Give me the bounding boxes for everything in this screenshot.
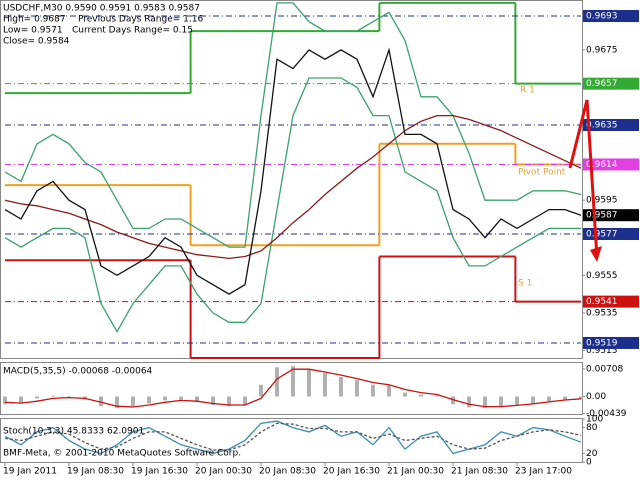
macd-bar bbox=[403, 392, 407, 397]
macd-bar bbox=[323, 373, 327, 397]
macd-bar bbox=[211, 396, 215, 406]
price-label-box bbox=[583, 77, 639, 90]
x-tick-label: 20 Jan 08:30 bbox=[259, 467, 316, 477]
macd-bar bbox=[99, 396, 103, 407]
macd-bar bbox=[451, 396, 455, 405]
y-tick-label: 0.9515 bbox=[586, 346, 618, 356]
macd-bar bbox=[275, 367, 279, 397]
macd-bar bbox=[163, 396, 167, 401]
price-label: 0.9614 bbox=[586, 160, 618, 170]
y-tick-label: 0.9595 bbox=[586, 196, 618, 206]
y-tick-label: 0.9555 bbox=[586, 271, 618, 281]
macd-bar bbox=[355, 380, 359, 397]
macd-bar bbox=[435, 395, 439, 397]
macd-bar bbox=[35, 396, 39, 399]
x-tick-label: 19 Jan 16:30 bbox=[131, 467, 188, 477]
series-line bbox=[4, 2, 582, 248]
price-label: 0.9635 bbox=[586, 121, 618, 131]
level-annotation: S 1 bbox=[518, 279, 532, 289]
main-frame bbox=[0, 0, 583, 359]
x-tick-label: 20 Jan 00:30 bbox=[195, 467, 252, 477]
macd-bar bbox=[115, 396, 119, 409]
macd-bar bbox=[131, 396, 135, 407]
macd-signal bbox=[4, 368, 582, 408]
macd-bar bbox=[531, 396, 535, 404]
price-label-box bbox=[583, 295, 639, 308]
y-tick-label: 0.00708 bbox=[586, 364, 623, 374]
copyright: BMF-Meta, © 2001-2010 MetaQuotes Softwar… bbox=[3, 449, 241, 459]
macd-bar bbox=[467, 396, 471, 408]
price-label-box bbox=[583, 209, 639, 222]
info-text: Close= 0.9584 bbox=[3, 37, 70, 47]
x-tick-label: 19 Jan 2011 bbox=[3, 467, 57, 477]
price-label-box bbox=[583, 119, 639, 132]
price-label-box bbox=[583, 10, 639, 23]
macd-bar bbox=[483, 396, 487, 409]
macd-frame bbox=[0, 362, 583, 415]
price-label: 0.9693 bbox=[586, 12, 618, 22]
y-tick-label: 0 bbox=[586, 458, 592, 468]
level-annotation: Pivot Point bbox=[518, 168, 566, 178]
macd-bar bbox=[371, 384, 375, 397]
macd-bar bbox=[243, 396, 247, 406]
price-label: 0.9577 bbox=[586, 229, 618, 239]
price-label: 0.9657 bbox=[586, 79, 618, 89]
macd-bar bbox=[419, 394, 423, 397]
series-line bbox=[4, 77, 581, 334]
x-tick-label: 20 Jan 16:30 bbox=[323, 467, 380, 477]
macd-bar bbox=[579, 396, 583, 400]
macd-bar bbox=[147, 396, 151, 404]
macd-bar bbox=[499, 396, 503, 407]
arrow bbox=[568, 99, 599, 259]
x-tick-label: 21 Jan 08:30 bbox=[451, 467, 508, 477]
macd-bar bbox=[259, 384, 263, 397]
macd-bar bbox=[227, 396, 231, 407]
macd-bar bbox=[563, 396, 567, 400]
macd-bar bbox=[195, 396, 199, 403]
info-text: Previous Days Range= 1.16 bbox=[78, 15, 203, 25]
macd-bar bbox=[515, 396, 519, 406]
y-tick-label: 0.9535 bbox=[586, 308, 618, 318]
macd-bar bbox=[19, 396, 23, 404]
price-label-box bbox=[583, 336, 639, 349]
stoch-frame bbox=[0, 418, 583, 463]
macd-bar bbox=[307, 369, 311, 397]
chart-title: USDCHF,M30 0.9590 0.9591 0.9583 0.9587 bbox=[3, 4, 200, 14]
y-tick-label: 100 bbox=[586, 415, 603, 425]
macd-bar bbox=[291, 366, 295, 397]
info-text: High= 0.9687 bbox=[3, 15, 66, 25]
info-text: Current Days Range= 0.15 bbox=[72, 26, 193, 36]
series-line bbox=[4, 420, 582, 455]
x-tick-label: 19 Jan 08:30 bbox=[67, 467, 124, 477]
info-text: Low= 0.9571 bbox=[3, 26, 63, 36]
price-label: 0.9519 bbox=[586, 338, 618, 348]
x-tick-label: 21 Jan 00:30 bbox=[387, 467, 444, 477]
y-tick-label: 80 bbox=[586, 423, 598, 433]
series-line bbox=[4, 422, 582, 451]
macd-bar bbox=[547, 396, 551, 402]
series-line bbox=[4, 47, 582, 295]
macd-title: MACD(5,35,5) -0.00068 -0.00064 bbox=[3, 367, 153, 377]
macd-bar bbox=[339, 377, 343, 397]
price-label: 0.9587 bbox=[586, 211, 618, 221]
macd-bar bbox=[387, 385, 391, 397]
stoch-title: Stoch(10,3,3) 45.8333 62.0901 bbox=[3, 427, 144, 437]
y-tick-label: 0.9675 bbox=[586, 45, 618, 55]
macd-bar bbox=[51, 395, 55, 397]
y-tick-label: -0.00439 bbox=[586, 409, 627, 419]
price-label: 0.9541 bbox=[586, 297, 618, 307]
x-tick-label: 23 Jan 17:00 bbox=[515, 467, 572, 477]
macd-bar bbox=[179, 396, 183, 400]
series-line bbox=[4, 114, 582, 260]
y-tick-label: 20 bbox=[586, 449, 598, 459]
y-tick-label: 0.00 bbox=[586, 392, 606, 402]
level-annotation: R 1 bbox=[520, 86, 535, 96]
arrow-head bbox=[590, 246, 602, 262]
macd-bar bbox=[3, 396, 7, 405]
price-label-box bbox=[583, 158, 639, 171]
